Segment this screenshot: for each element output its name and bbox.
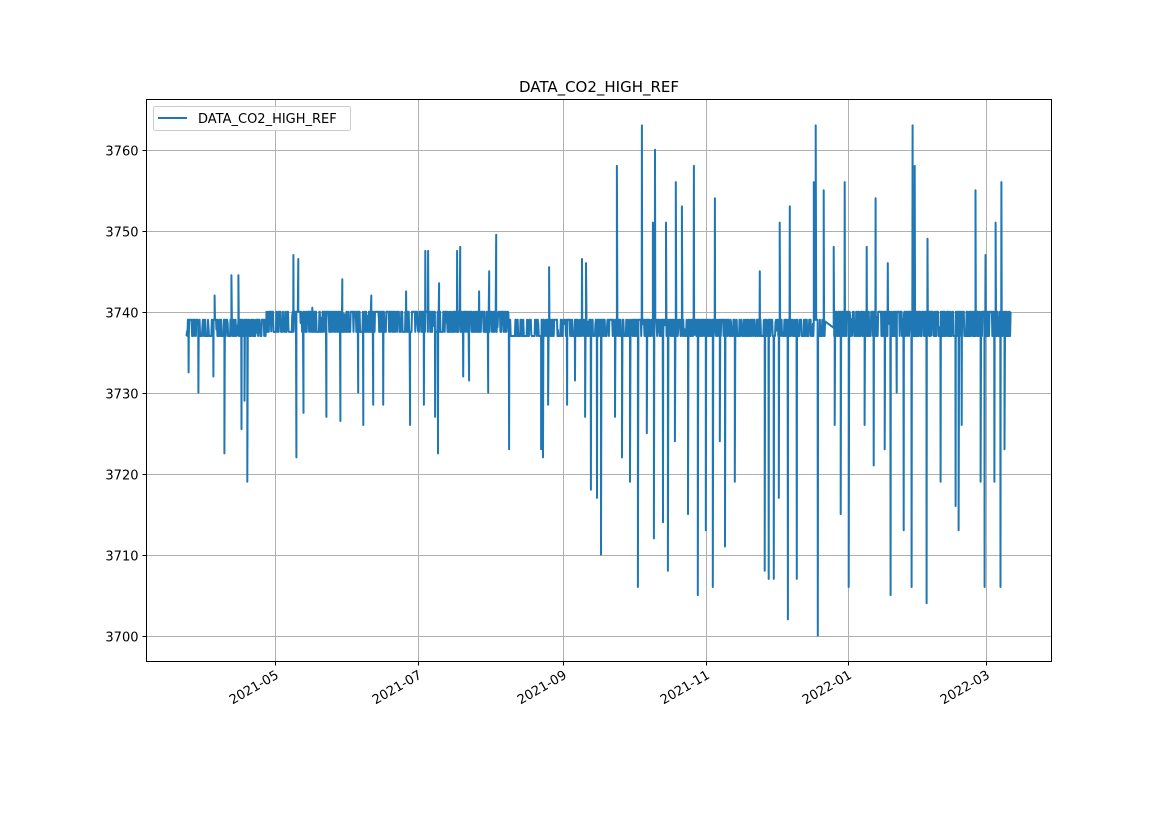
y-tick-label: 3700 (105, 631, 138, 646)
legend: DATA_CO2_HIGH_REF (153, 106, 351, 131)
plot-frame (146, 99, 1052, 662)
series-line-data-co2-high-ref (185, 124, 1012, 637)
chart-title: DATA_CO2_HIGH_REF (519, 78, 679, 97)
y-tick-label: 3740 (105, 307, 138, 322)
y-tick-label: 3750 (105, 226, 138, 241)
y-tick-label: 3760 (105, 145, 138, 160)
series-group (185, 124, 1012, 637)
y-tick-label: 3710 (105, 550, 138, 565)
y-axis: 3700 3710 3720 3730 3740 3750 3760 (105, 145, 147, 646)
y-tick-label: 3730 (105, 388, 138, 403)
legend-box (153, 106, 351, 131)
legend-label: DATA_CO2_HIGH_REF (198, 112, 337, 127)
y-tick-label: 3720 (105, 469, 138, 484)
